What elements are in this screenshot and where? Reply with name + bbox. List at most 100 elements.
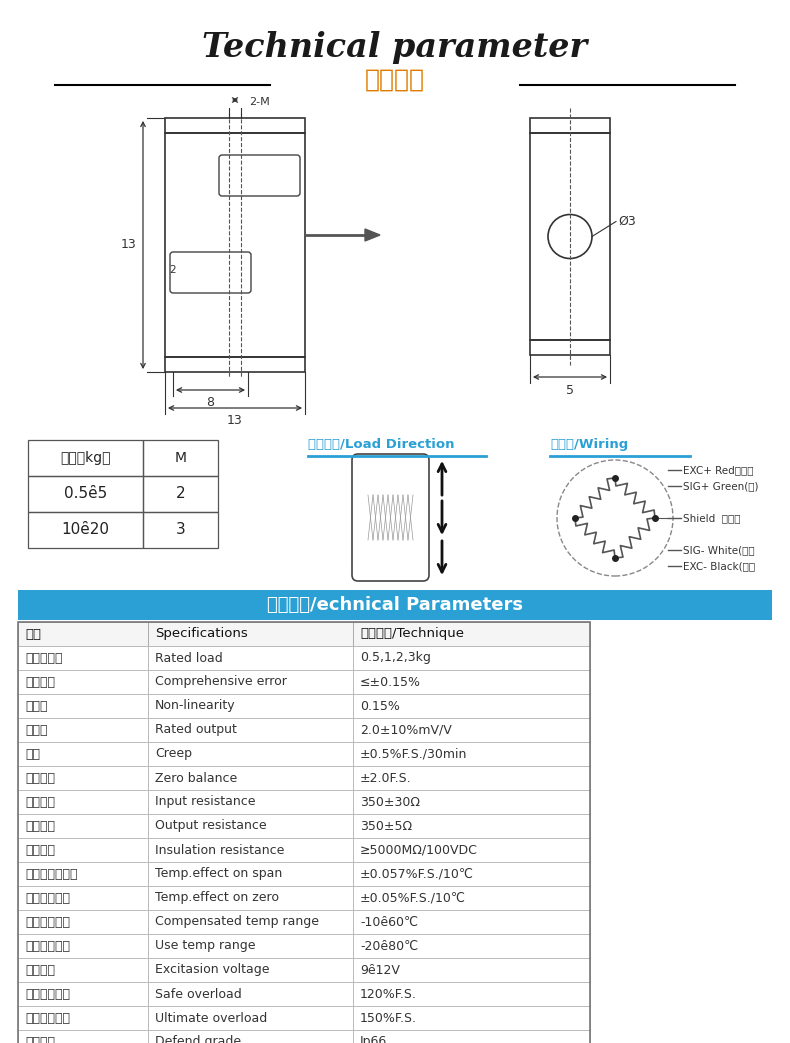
Text: Compensated temp range: Compensated temp range — [155, 916, 319, 928]
Bar — [148, 983, 353, 1006]
Text: ≥5000MΩ/100VDC: ≥5000MΩ/100VDC — [360, 844, 478, 856]
Text: -20ȇ80℃: -20ȇ80℃ — [360, 940, 418, 952]
Bar — [148, 670, 353, 694]
Bar — [143, 512, 218, 548]
Text: ±0.057%F.S./10℃: ±0.057%F.S./10℃ — [360, 868, 474, 880]
Bar — [148, 694, 353, 718]
Text: 0.15%: 0.15% — [360, 700, 400, 712]
Text: Ip66: Ip66 — [360, 1036, 387, 1043]
FancyBboxPatch shape — [170, 252, 251, 293]
Text: 2: 2 — [169, 265, 175, 275]
Bar — [148, 1006, 353, 1030]
Text: 120%F.S.: 120%F.S. — [360, 988, 417, 1000]
Text: 零点输出: 零点输出 — [25, 772, 55, 784]
Text: 0.5ȇ5: 0.5ȇ5 — [64, 486, 107, 502]
Bar — [148, 718, 353, 742]
Text: Excitasion voltage: Excitasion voltage — [155, 964, 269, 976]
Bar — [148, 886, 353, 909]
Text: 绝缘电阻: 绝缘电阻 — [25, 844, 55, 856]
Bar — [18, 694, 148, 718]
Text: Rated load: Rated load — [155, 652, 223, 664]
Bar — [148, 933, 353, 959]
Bar — [18, 983, 148, 1006]
Text: Use temp range: Use temp range — [155, 940, 255, 952]
Text: Defend grade: Defend grade — [155, 1036, 241, 1043]
Bar — [18, 814, 148, 838]
Text: 综合误差: 综合误差 — [25, 676, 55, 688]
Bar — [148, 742, 353, 766]
Bar — [148, 622, 353, 646]
Bar — [28, 512, 143, 548]
Text: 输入阻抗: 输入阻抗 — [25, 796, 55, 808]
Text: Zero balance: Zero balance — [155, 772, 237, 784]
Text: 350±30Ω: 350±30Ω — [360, 796, 420, 808]
Bar — [353, 1030, 590, 1043]
Text: ±2.0F.S.: ±2.0F.S. — [360, 772, 412, 784]
Bar — [353, 959, 590, 983]
Bar — [18, 646, 148, 670]
Text: 技术指标/Technique: 技术指标/Technique — [360, 628, 464, 640]
Text: Non-linearity: Non-linearity — [155, 700, 235, 712]
Text: ≤±0.15%: ≤±0.15% — [360, 676, 421, 688]
Text: Specifications: Specifications — [155, 628, 248, 640]
Bar — [18, 670, 148, 694]
Text: 350±5Ω: 350±5Ω — [360, 820, 412, 832]
Bar — [18, 742, 148, 766]
Bar — [18, 622, 148, 646]
Bar — [353, 790, 590, 814]
Text: 灵敏度温度影响: 灵敏度温度影响 — [25, 868, 77, 880]
Text: 防护等级: 防护等级 — [25, 1036, 55, 1043]
Bar — [353, 838, 590, 862]
Text: 灵敏度: 灵敏度 — [25, 724, 47, 736]
Text: EXC- Black(黑）: EXC- Black(黑） — [683, 561, 755, 571]
Bar — [28, 440, 143, 476]
Bar — [530, 340, 610, 355]
Bar — [18, 622, 590, 1043]
Bar — [18, 1006, 148, 1030]
Text: 2.0±10%mV/V: 2.0±10%mV/V — [360, 724, 452, 736]
Bar — [18, 590, 772, 620]
Text: 输出阻抗: 输出阻抗 — [25, 820, 55, 832]
Bar — [353, 909, 590, 933]
Text: 使用温度范围: 使用温度范围 — [25, 940, 70, 952]
Text: 技术参数/echnical Parameters: 技术参数/echnical Parameters — [267, 596, 523, 614]
Text: Ø3: Ø3 — [618, 215, 636, 228]
Bar — [530, 118, 610, 134]
Bar — [18, 766, 148, 790]
Bar — [148, 862, 353, 886]
Bar — [353, 1006, 590, 1030]
Text: 接线图/Wiring: 接线图/Wiring — [550, 438, 628, 451]
Text: 13: 13 — [228, 413, 243, 427]
Text: 5: 5 — [566, 385, 574, 397]
FancyBboxPatch shape — [219, 155, 300, 196]
Bar — [148, 790, 353, 814]
Text: SIG+ Green(绿): SIG+ Green(绿) — [683, 481, 758, 491]
Text: Shield  屏蔽线: Shield 屏蔽线 — [683, 513, 740, 523]
Bar — [353, 742, 590, 766]
Text: Temp.effect on span: Temp.effect on span — [155, 868, 282, 880]
Bar — [165, 118, 305, 134]
Bar — [353, 670, 590, 694]
Bar — [18, 909, 148, 933]
Text: 非线性: 非线性 — [25, 700, 47, 712]
Text: 受力方式/Load Direction: 受力方式/Load Direction — [308, 438, 454, 451]
Text: Technical parameter: Technical parameter — [202, 31, 588, 65]
Text: 蠕变: 蠕变 — [25, 748, 40, 760]
Text: 2-M: 2-M — [249, 97, 269, 107]
Bar — [353, 862, 590, 886]
Text: 参数: 参数 — [25, 628, 41, 640]
Bar — [148, 959, 353, 983]
Text: 9ȇ12V: 9ȇ12V — [360, 964, 400, 976]
Text: 150%F.S.: 150%F.S. — [360, 1012, 417, 1024]
Text: Rated output: Rated output — [155, 724, 237, 736]
Text: Creep: Creep — [155, 748, 192, 760]
Text: 10ȇ20: 10ȇ20 — [62, 523, 110, 537]
Bar — [18, 959, 148, 983]
Text: Temp.effect on zero: Temp.effect on zero — [155, 892, 279, 904]
Text: 温度补偿范围: 温度补偿范围 — [25, 916, 70, 928]
Bar — [165, 357, 305, 372]
Bar — [353, 694, 590, 718]
Bar — [18, 886, 148, 909]
Text: 极限过载范围: 极限过载范围 — [25, 1012, 70, 1024]
Bar — [148, 814, 353, 838]
